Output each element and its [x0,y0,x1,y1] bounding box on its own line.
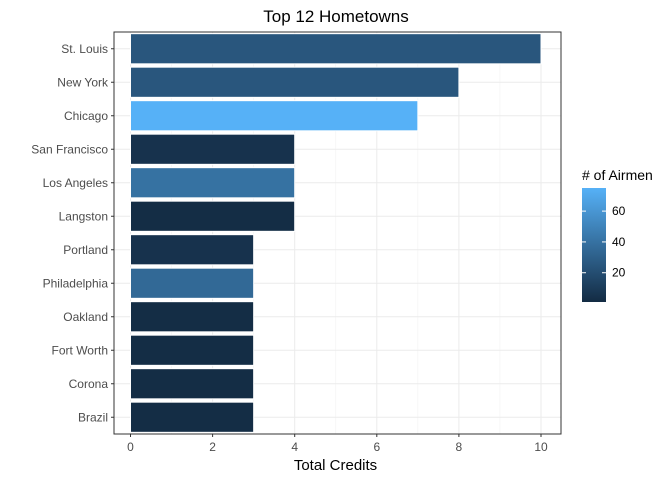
y-tick-label: Los Angeles [43,176,108,190]
legend-tick-label: 40 [612,235,626,249]
y-tick-label: Corona [69,377,109,391]
bar-los-angeles [130,167,296,199]
bar-chicago [130,100,419,132]
bar-san-francisco [130,133,296,165]
y-tick-label: New York [57,75,109,89]
y-tick-label: Portland [63,243,108,257]
bar-st-louis [130,33,542,65]
bar-fort-worth [130,334,255,366]
y-tick-label: St. Louis [61,42,108,56]
x-tick-label: 2 [209,440,216,454]
x-tick-label: 0 [127,440,134,454]
y-tick-label: Chicago [64,109,108,123]
plot-panel [113,31,562,435]
legend-title: # of Airmen [582,167,653,183]
legend: # of Airmen 20 40 60 [582,167,653,302]
bar-portland [130,234,255,266]
bar-new-york [130,66,460,98]
legend-tick-label: 60 [612,204,626,218]
bar-langston [130,200,296,232]
bars [130,33,542,433]
legend-ticks: 20 40 60 [582,204,626,280]
bar-corona [130,368,255,400]
y-tick-label: Langston [59,209,108,223]
bar-philadelphia [130,267,255,299]
y-tick-label: Oakland [63,310,108,324]
x-tick-label: 8 [456,440,463,454]
legend-tick-label: 20 [612,266,626,280]
x-axis-title: Total Credits [294,457,377,474]
legend-colorbar [582,188,606,302]
x-tick-label: 6 [373,440,380,454]
x-axis: 0 2 4 6 8 10 [127,434,548,454]
x-tick-label: 4 [291,440,298,454]
bar-brazil [130,401,255,433]
y-tick-label: Philadelphia [43,276,109,290]
bar-oakland [130,301,255,333]
chart-title: Top 12 Hometowns [263,7,409,26]
y-axis: St. Louis New York Chicago San Francisco Los… [31,42,114,424]
y-tick-label: Brazil [78,410,108,424]
y-tick-label: San Francisco [31,142,108,156]
y-tick-label: Fort Worth [52,343,108,357]
x-tick-label: 10 [534,440,548,454]
